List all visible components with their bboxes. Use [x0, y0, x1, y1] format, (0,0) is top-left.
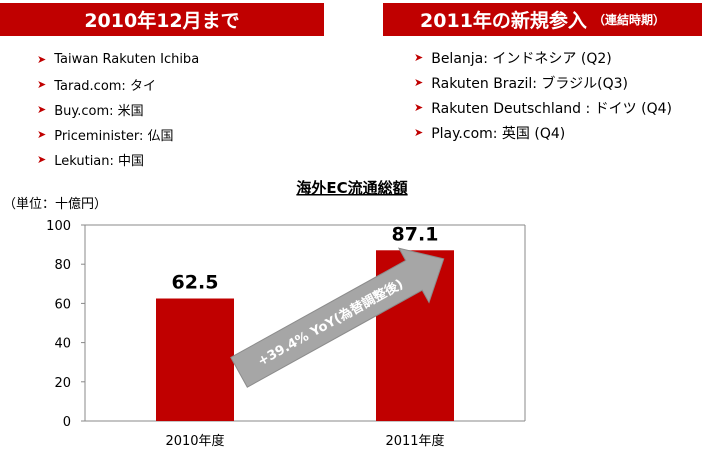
arrow-right-icon: ➤ — [37, 103, 47, 116]
bar-value-label: 62.5 — [172, 272, 219, 294]
x-tick-label: 2010年度 — [165, 433, 224, 449]
y-tick-label: 100 — [46, 219, 71, 234]
arrow-right-icon: ➤ — [414, 101, 424, 114]
list-item-text: Buy.com: 米国 — [54, 104, 144, 119]
list-item: ➤ Belanja: インドネシア (Q2) — [414, 45, 672, 70]
list-item-text: Rakuten Brazil: ブラジル(Q3) — [431, 75, 628, 92]
list-item-text: Belanja: インドネシア (Q2) — [431, 50, 612, 67]
y-tick-label: 80 — [54, 258, 71, 273]
list-item-text: Taiwan Rakuten Ichiba — [54, 52, 200, 67]
list-item: ➤ Play.com: 英国 (Q4) — [414, 120, 672, 145]
new-2011-markets-list: ➤ Belanja: インドネシア (Q2) ➤ Rakuten Brazil: ブ… — [414, 45, 672, 145]
list-item-text: Play.com: 英国 (Q4) — [431, 125, 566, 142]
arrow-right-icon: ➤ — [37, 53, 47, 66]
pre-2010-markets-list: ➤ Taiwan Rakuten Ichiba ➤ Tarad.com: タイ ➤ B… — [37, 47, 199, 172]
chart-title: 海外EC流通総額 — [296, 179, 407, 197]
list-item-text: Tarad.com: タイ — [54, 79, 156, 94]
bar — [156, 298, 234, 421]
y-tick-label: 60 — [54, 297, 71, 312]
arrow-right-icon: ➤ — [37, 153, 47, 166]
list-item: ➤ Lekutian: 中国 — [37, 147, 199, 172]
bar-value-label: 87.1 — [392, 223, 439, 245]
list-item: ➤ Priceminister: 仏国 — [37, 122, 199, 147]
right-banner-title: 2011年の新規参入 — [420, 10, 587, 32]
list-item: ➤ Taiwan Rakuten Ichiba — [37, 47, 199, 72]
arrow-right-icon: ➤ — [414, 76, 424, 89]
list-item: ➤ Tarad.com: タイ — [37, 72, 199, 97]
arrow-right-icon: ➤ — [37, 78, 47, 91]
left-banner-title: 2010年12月まで — [84, 10, 240, 32]
chart-unit-label: （単位：十億円） — [3, 196, 107, 212]
list-item-text: Priceminister: 仏国 — [54, 129, 174, 144]
arrow-right-icon: ➤ — [414, 126, 424, 139]
right-banner: 2011年の新規参入 （連結時期） — [383, 3, 702, 36]
list-item: ➤ Buy.com: 米国 — [37, 97, 199, 122]
arrow-right-icon: ➤ — [37, 128, 47, 141]
right-banner-subtitle: （連結時期） — [592, 13, 665, 27]
growth-arrow-shape — [230, 247, 445, 388]
y-tick-label: 0 — [63, 415, 71, 430]
y-tick-label: 40 — [54, 337, 71, 352]
list-item: ➤ Rakuten Deutschland : ドイツ (Q4) — [414, 95, 672, 120]
arrow-right-icon: ➤ — [414, 51, 424, 64]
list-item: ➤ Rakuten Brazil: ブラジル(Q3) — [414, 70, 672, 95]
x-tick-label: 2011年度 — [385, 433, 444, 449]
left-banner: 2010年12月まで — [0, 3, 324, 36]
list-item-text: Lekutian: 中国 — [54, 154, 145, 169]
list-item-text: Rakuten Deutschland : ドイツ (Q4) — [431, 100, 672, 117]
y-tick-label: 20 — [54, 376, 71, 391]
